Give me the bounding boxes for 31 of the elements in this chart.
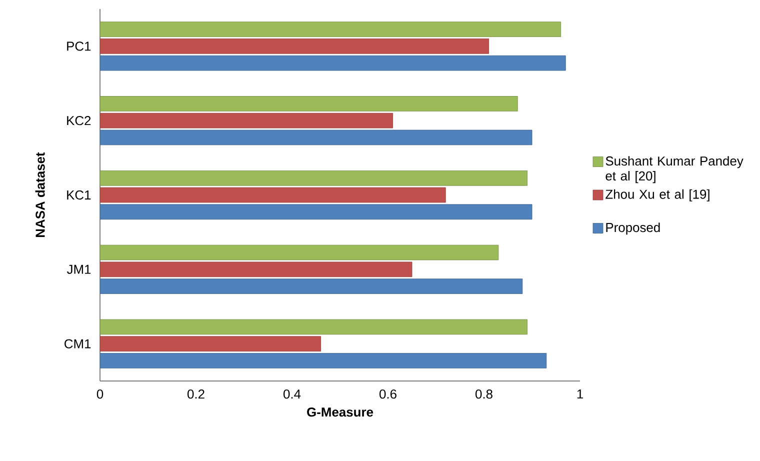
bar (100, 353, 547, 368)
bar (100, 170, 528, 186)
x-tick-label: 0.2 (188, 389, 204, 399)
legend-label: Sushant Kumar Pandey et al [20] (606, 156, 744, 184)
y-tick-label: KC2 (67, 116, 91, 126)
x-tick-label: 0.6 (380, 389, 396, 399)
bar (100, 187, 446, 203)
x-tick-label: 0.4 (284, 389, 301, 399)
y-tick-label: CM1 (64, 339, 91, 348)
bar (100, 55, 566, 71)
bar (100, 130, 532, 146)
x-axis-title: G-Measure (307, 408, 374, 417)
bar (100, 112, 394, 128)
bar (100, 204, 532, 220)
bar (100, 262, 412, 278)
bar (100, 38, 490, 54)
bar (100, 22, 562, 37)
legend-label: Zhou Xu et al [19] (606, 189, 710, 202)
bar (100, 96, 518, 112)
legend-label: Proposed (606, 222, 660, 235)
y-tick-label: KC1 (67, 190, 91, 200)
bar (100, 244, 499, 260)
bar (100, 336, 321, 352)
bar (100, 278, 523, 294)
y-axis-title: NASA dataset (35, 152, 45, 237)
x-tick-label: 1 (577, 390, 583, 398)
y-tick-label: PC1 (67, 42, 91, 51)
bar (100, 319, 528, 335)
x-tick-label: 0 (96, 389, 104, 399)
y-tick-label: JM1 (66, 264, 91, 274)
x-tick-label: 0.8 (476, 389, 492, 399)
